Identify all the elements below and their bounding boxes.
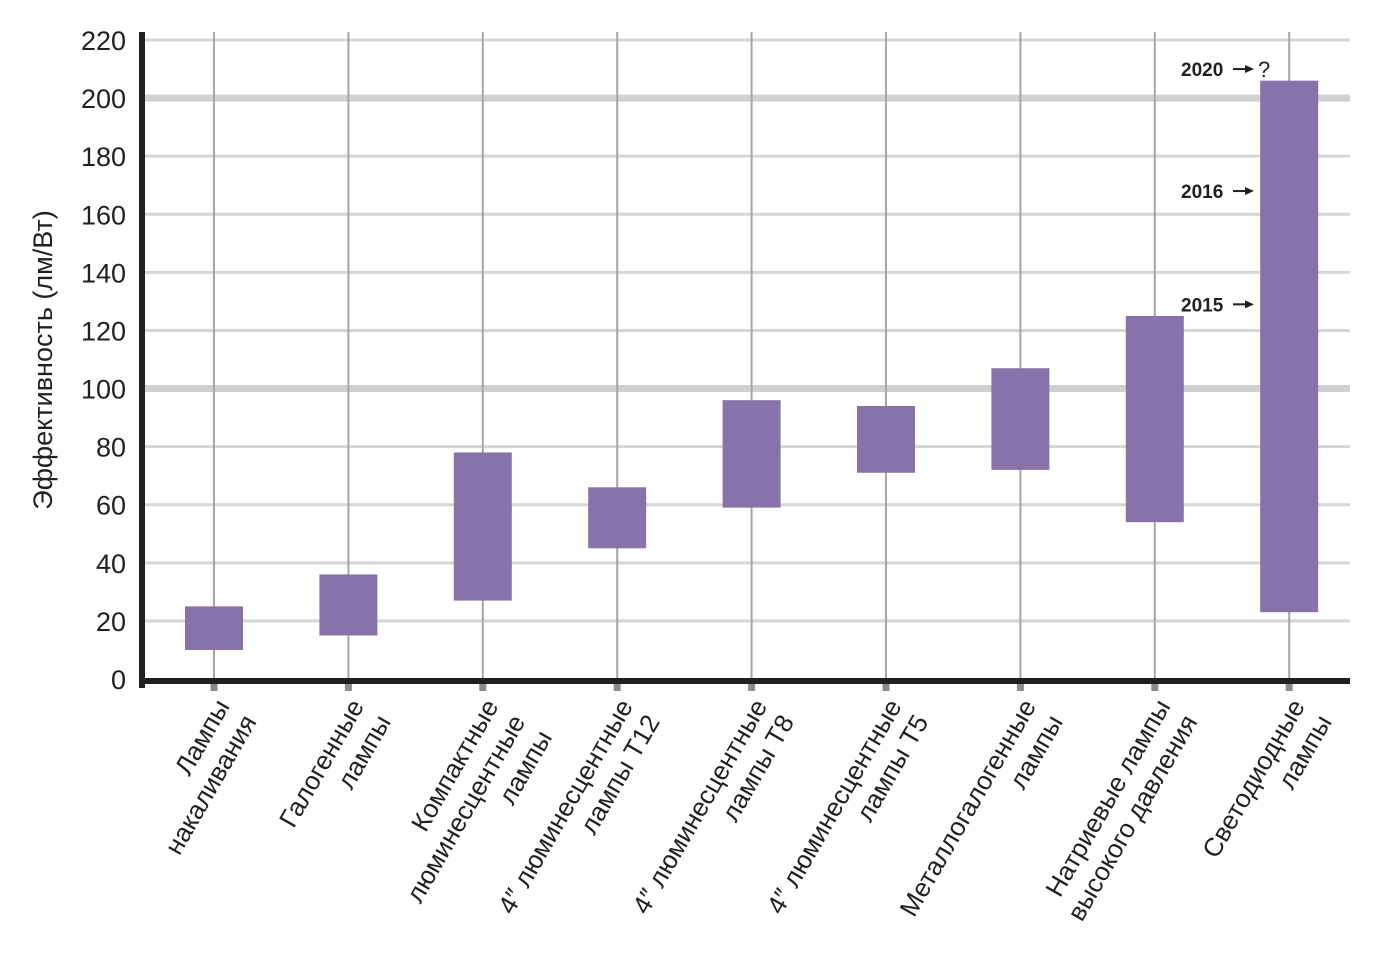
x-tick-mark-5 bbox=[882, 684, 890, 691]
y-tick-label-0: 0 bbox=[111, 665, 126, 695]
y-tick-label-40: 40 bbox=[96, 549, 126, 579]
y-tick-labels: 0 20 40 60 80 100 120 140 160 180 200 220 bbox=[81, 26, 126, 695]
annotation-arrow-head-2016 bbox=[1245, 187, 1254, 196]
bar-6 bbox=[991, 368, 1050, 470]
bars bbox=[185, 80, 1319, 650]
x-tick-mark-2 bbox=[479, 684, 487, 691]
x-tick-mark-0 bbox=[210, 684, 218, 691]
annotations: 2015 2016 2020? bbox=[1181, 57, 1270, 316]
x-tick-mark-7 bbox=[1151, 684, 1159, 691]
annotation-suffix-2020: ? bbox=[1258, 57, 1270, 82]
annotation-arrow-head-2015 bbox=[1245, 300, 1254, 309]
y-tick-label-20: 20 bbox=[96, 607, 126, 637]
y-tick-label-120: 120 bbox=[81, 316, 126, 346]
y-tick-label-60: 60 bbox=[96, 491, 126, 521]
annotation-2016: 2016 bbox=[1181, 182, 1223, 203]
bar-4 bbox=[722, 400, 781, 508]
y-tick-label-180: 180 bbox=[81, 142, 126, 172]
y-tick-label-160: 160 bbox=[81, 200, 126, 230]
bar-3 bbox=[588, 487, 647, 549]
bar-1 bbox=[319, 574, 378, 636]
x-tick-mark-3 bbox=[613, 684, 621, 691]
y-tick-label-80: 80 bbox=[96, 433, 126, 463]
y-axis-label: Эффективность (лм/Вт) bbox=[28, 210, 58, 509]
grid-layer bbox=[142, 38, 1350, 623]
x-tick-mark-4 bbox=[748, 684, 756, 691]
annotation-arrow-head-2020 bbox=[1245, 65, 1254, 74]
y-tick-label-140: 140 bbox=[81, 258, 126, 288]
bar-5 bbox=[857, 405, 915, 473]
y-tick-label-100: 100 bbox=[81, 375, 126, 405]
bar-0 bbox=[185, 606, 243, 650]
bar-2 bbox=[453, 452, 512, 601]
annotation-2020: 2020 bbox=[1181, 60, 1223, 81]
annotation-2015: 2015 bbox=[1181, 295, 1224, 316]
y-tick-label-220: 220 bbox=[81, 26, 126, 56]
bar-8 bbox=[1260, 80, 1319, 613]
bar-7 bbox=[1125, 315, 1184, 523]
y-tick-label-200: 200 bbox=[81, 84, 126, 114]
x-tick-mark-8 bbox=[1285, 684, 1293, 691]
x-tick-mark-6 bbox=[1016, 684, 1024, 691]
x-tick-mark-1 bbox=[344, 684, 352, 691]
axes bbox=[139, 32, 1350, 691]
